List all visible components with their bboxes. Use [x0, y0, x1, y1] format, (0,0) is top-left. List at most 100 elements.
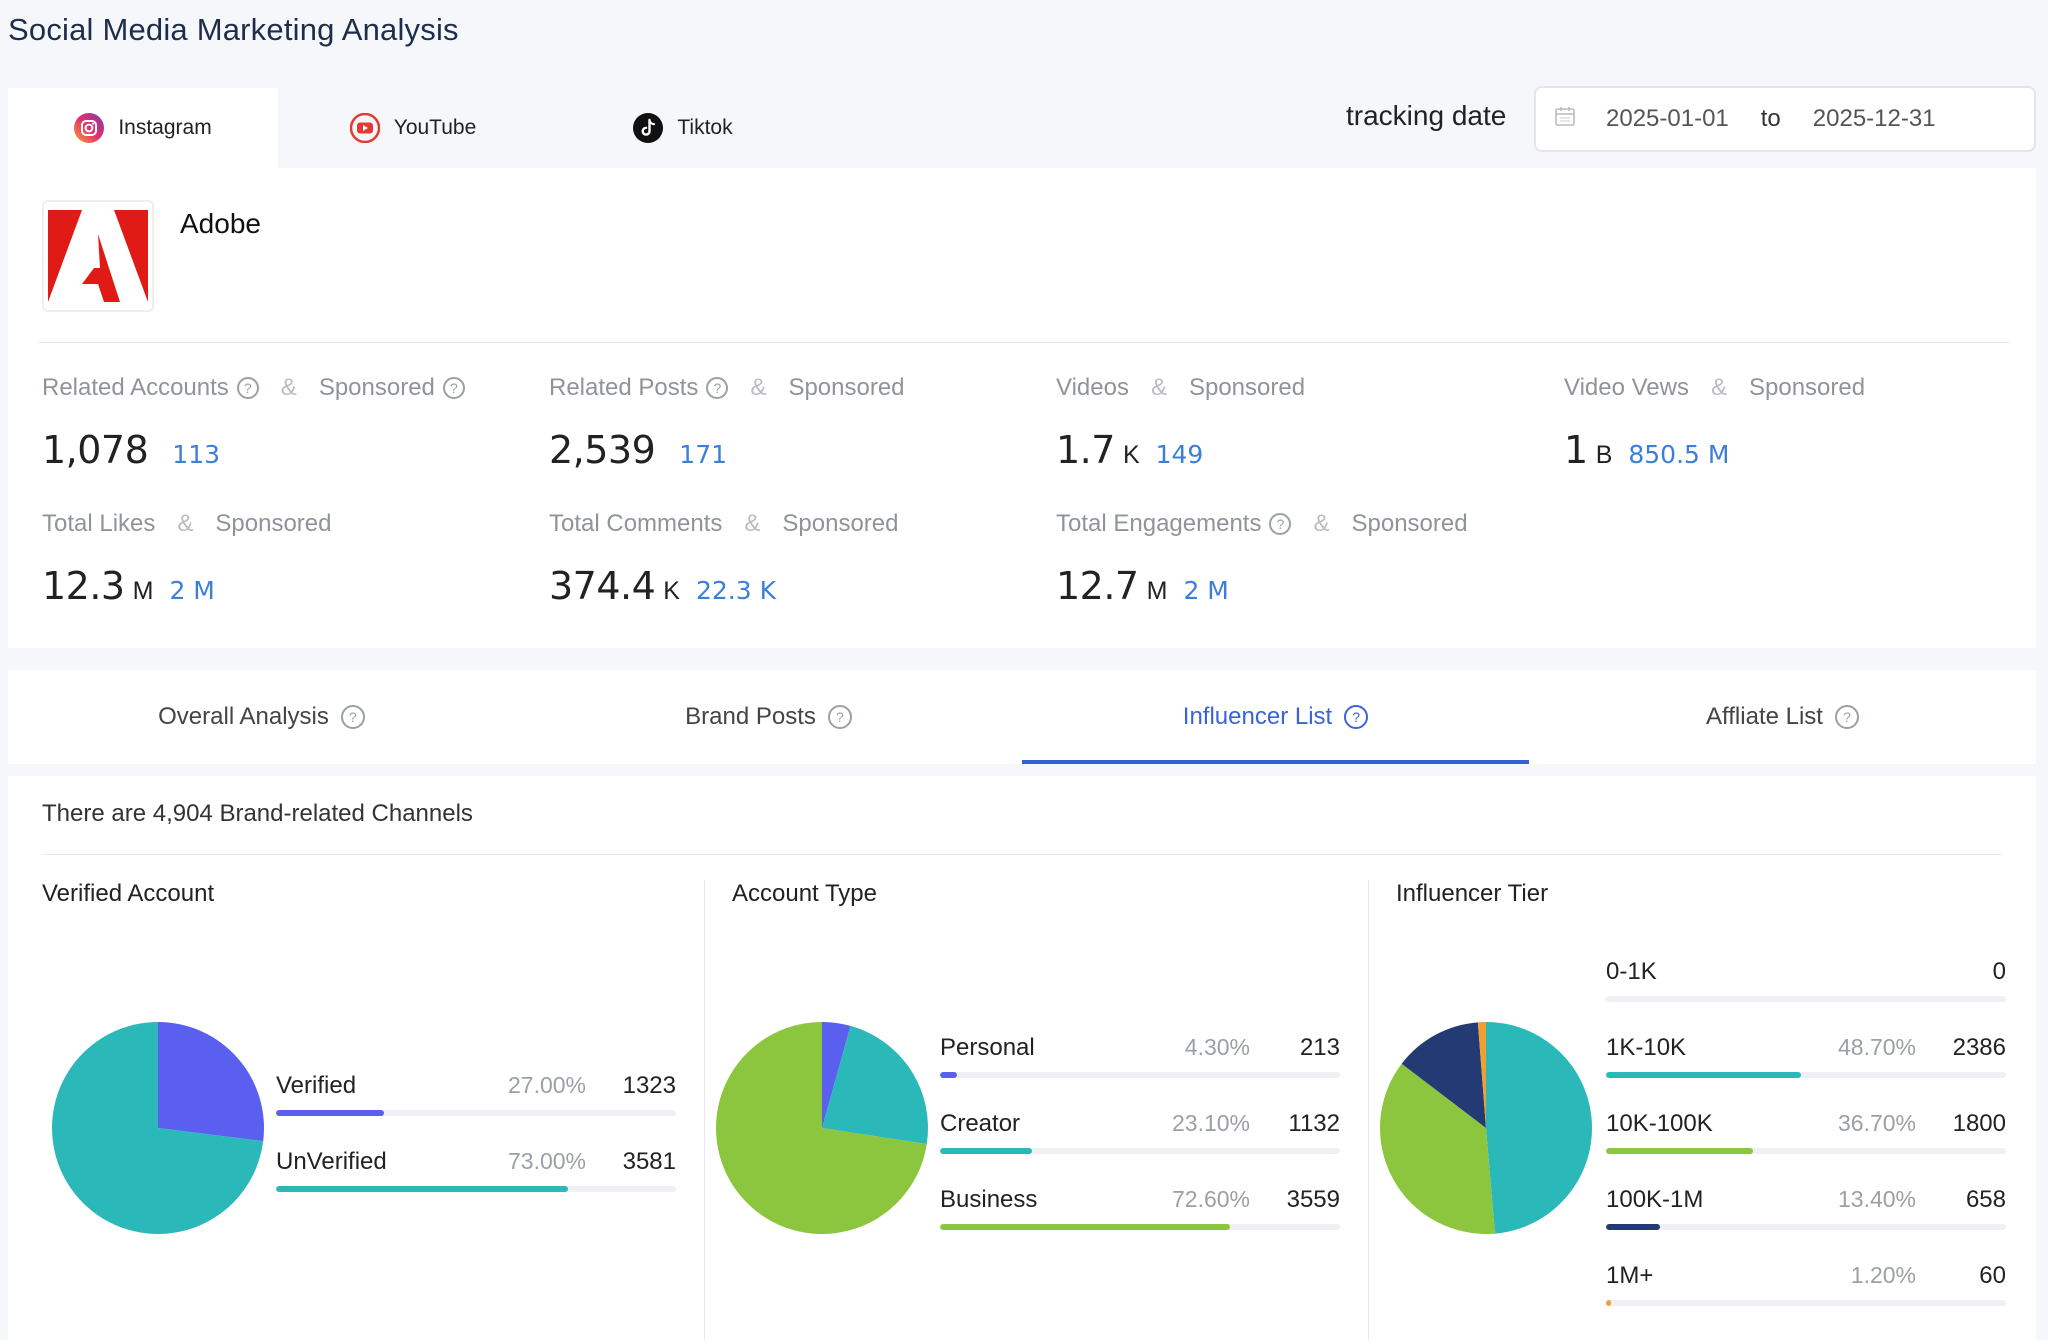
- legend-row: Personal 4.30% 213: [940, 1034, 1340, 1078]
- help-icon[interactable]: ?: [1834, 705, 1859, 729]
- tab-influencer-list[interactable]: Influencer List?: [1022, 670, 1529, 764]
- help-icon[interactable]: ?: [340, 705, 365, 729]
- metric-label: Video Vews: [1564, 374, 1689, 401]
- help-icon[interactable]: ?: [236, 377, 259, 399]
- legend-label: 10K-100K: [1606, 1110, 1713, 1137]
- pie-slice[interactable]: [822, 1022, 851, 1128]
- progress-track: [1606, 1072, 2006, 1078]
- help-icon[interactable]: ?: [706, 377, 729, 399]
- metric-unit: M: [1146, 577, 1168, 605]
- legend-label: Verified: [276, 1072, 357, 1099]
- progress-fill: [1606, 1224, 1660, 1230]
- progress-fill: [940, 1072, 958, 1078]
- divider: [38, 342, 2010, 343]
- legend-label: 1M+: [1606, 1262, 1654, 1289]
- legend-percent: 23.10%: [1171, 1110, 1250, 1136]
- legend-percent: 72.60%: [1171, 1186, 1250, 1212]
- metric-videos: Videos & Sponsored 1.7 K 149: [1056, 374, 1556, 472]
- date-range-picker[interactable]: 2025-01-01 to 2025-12-31: [1534, 86, 2036, 152]
- legend-row: 0-1K 0: [1606, 958, 2006, 1002]
- pie-slice[interactable]: [1477, 1022, 1486, 1128]
- metric-value: 12.3: [42, 564, 125, 608]
- end-date-input[interactable]: 2025-12-31: [1812, 105, 1936, 132]
- tab-label: Overall Analysis: [158, 703, 329, 730]
- help-icon[interactable]: ?: [1344, 705, 1369, 729]
- legend-percent: 48.70%: [1837, 1034, 1916, 1060]
- tab-brand-posts[interactable]: Brand Posts?: [515, 670, 1022, 764]
- progress-track: [940, 1224, 1340, 1230]
- legend-row: 100K-1M 13.40% 658: [1606, 1186, 2006, 1230]
- progress-track: [1606, 1148, 2006, 1154]
- sponsored-label: Sponsored: [215, 510, 332, 537]
- metric-video-views: Video Vews & Sponsored 1 B 850.5 M: [1564, 374, 2048, 472]
- legend-label: UnVerified: [276, 1148, 387, 1175]
- metric-value: 1: [1564, 428, 1588, 472]
- progress-fill: [1606, 1072, 1801, 1078]
- pie-slice[interactable]: [1486, 1022, 1592, 1234]
- tab-instagram[interactable]: Instagram: [8, 88, 278, 168]
- legend-percent: 36.70%: [1837, 1110, 1916, 1136]
- progress-fill: [1606, 1300, 1611, 1306]
- progress-track: [1606, 1224, 2006, 1230]
- legend-percent: 4.30%: [1184, 1034, 1250, 1060]
- pie-slice[interactable]: [1401, 1022, 1486, 1128]
- legend-row: Business 72.60% 3559: [940, 1186, 1340, 1230]
- metric-unit: K: [663, 577, 680, 605]
- tab-tiktok[interactable]: Tiktok: [548, 88, 818, 168]
- metric-value: 12.7: [1056, 564, 1139, 608]
- metric-label: Videos: [1056, 374, 1129, 401]
- panel-title-account-type: Account Type: [732, 880, 877, 907]
- legend-count: 213: [1299, 1034, 1340, 1061]
- sponsored-value: 850.5 M: [1628, 440, 1730, 469]
- metric-total-comments: Total Comments & Sponsored 374.4 K 22.3 K: [549, 510, 1049, 608]
- divider: [42, 854, 2002, 855]
- pie-slice[interactable]: [1380, 1063, 1495, 1234]
- start-date-input[interactable]: 2025-01-01: [1606, 105, 1729, 132]
- metric-unit: M: [132, 577, 154, 605]
- tab-affiliate-list[interactable]: Affliate List?: [1529, 670, 2036, 764]
- legend-row: 1M+ 1.20% 60: [1606, 1262, 2006, 1306]
- legend-count: 1800: [1952, 1110, 2006, 1137]
- pie-slice[interactable]: [822, 1025, 928, 1145]
- sponsored-label: Sponsored: [318, 374, 435, 401]
- legend-count: 2386: [1952, 1034, 2006, 1061]
- legend-count: 0: [1992, 958, 2006, 985]
- progress-track: [940, 1148, 1340, 1154]
- youtube-icon: [349, 113, 380, 143]
- panel-separator: [1368, 880, 1369, 1340]
- metric-label: Total Engagements: [1056, 510, 1262, 537]
- metric-value: 1,078: [42, 428, 149, 472]
- pie-slice[interactable]: [158, 1022, 264, 1142]
- metric-label: Total Likes: [42, 510, 156, 537]
- channels-summary: There are 4,904 Brand-related Channels: [42, 800, 473, 827]
- progress-fill: [940, 1148, 1033, 1154]
- legend-label: Business: [940, 1186, 1038, 1213]
- help-icon[interactable]: ?: [442, 377, 465, 399]
- tab-youtube[interactable]: YouTube: [278, 88, 548, 168]
- help-icon[interactable]: ?: [827, 705, 852, 729]
- sponsored-label: Sponsored: [1749, 374, 1866, 401]
- analysis-tabs: Overall Analysis? Brand Posts? Influence…: [8, 670, 2036, 764]
- tab-instagram-label: Instagram: [118, 116, 212, 139]
- tab-tiktok-label: Tiktok: [677, 116, 733, 139]
- pie-chart: [52, 1022, 264, 1234]
- tiktok-icon: [633, 113, 664, 143]
- legend-row: 10K-100K 36.70% 1800: [1606, 1110, 2006, 1154]
- legend-row: 1K-10K 48.70% 2386: [1606, 1034, 2006, 1078]
- legend-count: 3581: [622, 1148, 676, 1175]
- legend-label: 1K-10K: [1606, 1034, 1687, 1061]
- pie-slice[interactable]: [716, 1022, 927, 1234]
- help-icon[interactable]: ?: [1269, 513, 1292, 535]
- progress-track: [1606, 1300, 2006, 1306]
- legend-count: 658: [1965, 1186, 2006, 1213]
- metric-value: 374.4: [549, 564, 656, 608]
- tracking-date-label: tracking date: [1346, 100, 1507, 131]
- legend-percent: 73.00%: [507, 1148, 586, 1174]
- ampersand: &: [1313, 510, 1330, 537]
- sponsored-label: Sponsored: [1351, 510, 1468, 537]
- influencer-content: There are 4,904 Brand-related Channels V…: [8, 776, 2036, 1340]
- tab-overall-analysis[interactable]: Overall Analysis?: [8, 670, 515, 764]
- pie-slice[interactable]: [52, 1022, 264, 1234]
- progress-track: [1606, 996, 2006, 1002]
- ampersand: &: [1710, 374, 1727, 401]
